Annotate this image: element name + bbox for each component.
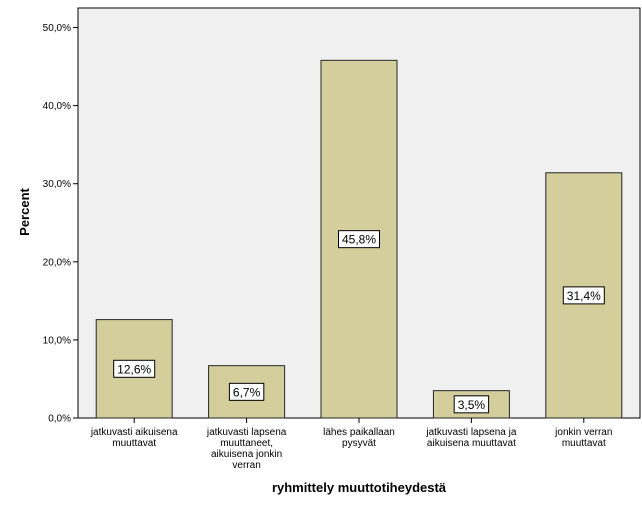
x-tick-label-line: jonkin verran [554,427,612,438]
x-tick-label-line: lähes paikallaan [323,427,395,438]
x-tick-label-line: aikuisena jonkin [211,449,282,460]
x-tick-label-line: jatkuvasti aikuisena [90,427,178,438]
data-label-box [113,359,156,378]
x-axis: jatkuvasti aikuisena muuttavatjatkuvasti … [90,418,612,471]
data-label-text: 45,8% [342,233,376,247]
data-label-text: 6,7% [233,385,261,399]
data-labels: 12,6% 6,7% 45,8% 3,5% 31,4% [113,230,605,414]
data-label-text: 31,4% [567,289,601,303]
x-tick-label-line: pysyvät [342,438,376,449]
bars [95,59,623,419]
data-label-text: 3,5% [458,398,486,412]
x-tick-label: jonkin verran muuttavat [554,427,612,449]
data-label: 12,6% [113,359,156,378]
y-tick-label: 30,0% [43,179,71,190]
data-label-text: 12,6% [117,362,151,376]
data-label: 31,4% [562,286,605,305]
x-axis-title: ryhmittely muuttotiheydestä [272,480,447,495]
y-tick-label: 50,0% [43,23,71,34]
data-label-box [562,286,605,305]
x-tick-label: jatkuvasti lapsena muuttaneet, aikuisena j… [206,427,287,471]
y-axis-title: Percent [17,187,32,235]
x-tick-label-line: muuttaneet, [220,438,273,449]
x-tick-label-line: verran [232,460,260,471]
data-label: 3,5% [453,395,490,414]
data-label: 6,7% [228,382,265,401]
data-label-box [228,382,265,401]
y-tick-label: 0,0% [48,414,71,425]
data-label: 45,8% [338,230,380,249]
x-tick-label-line: jatkuvasti lapsena [206,427,287,438]
y-tick-label: 20,0% [43,257,71,268]
x-tick-label-line: muuttavat [562,438,606,449]
x-tick-label-line: aikuisena muuttavat [427,438,516,449]
y-axis: 0,0% 10,0% 20,0% 30,0% 40,0% 50,0% [43,23,78,425]
y-tick-label: 40,0% [43,101,71,112]
x-tick-label: jatkuvasti aikuisena muuttavat [90,427,178,449]
data-label-box [453,395,490,414]
x-tick-label: jatkuvasti lapsena ja aikuisena muuttavat [425,427,516,449]
x-tick-label-line: jatkuvasti lapsena ja [425,427,516,438]
y-tick-label: 10,0% [43,335,71,346]
x-tick-label: lähes paikallaan pysyvät [323,427,395,449]
x-tick-label-line: muuttavat [112,438,156,449]
data-label-box [338,230,380,249]
